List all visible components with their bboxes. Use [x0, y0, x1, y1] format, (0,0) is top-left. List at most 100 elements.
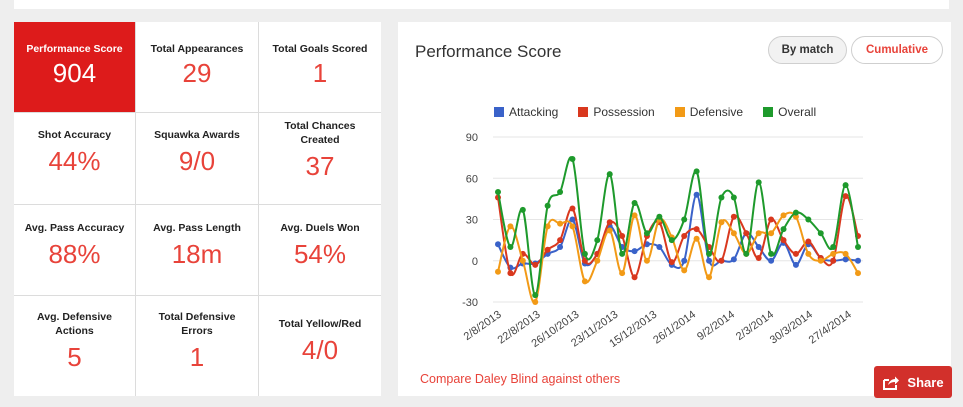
stat-value: 88% [48, 239, 101, 269]
share-button[interactable]: Share [874, 366, 952, 398]
data-point-attacking [730, 256, 737, 263]
data-point-overall [830, 244, 837, 250]
chart-legend: Attacking Possession Defensive Overall [494, 105, 836, 119]
cumulative-toggle[interactable]: Cumulative [851, 36, 943, 64]
data-point-attacking [842, 256, 849, 263]
legend-swatch [578, 107, 589, 117]
chart-panel: Performance Score By match Cumulative At… [398, 22, 952, 398]
data-point-overall [792, 209, 799, 216]
legend-item-attacking[interactable]: Attacking [494, 105, 558, 119]
data-point-overall [855, 244, 861, 250]
x-tick-label: 27/4/2014 [807, 309, 854, 347]
data-point-overall [557, 189, 564, 195]
data-point-possession [730, 213, 737, 220]
data-point-defensive [544, 223, 551, 230]
stat-value: 9/0 [178, 146, 216, 176]
data-point-overall [718, 194, 725, 201]
data-point-attacking [768, 257, 775, 264]
data-point-overall [730, 194, 737, 201]
data-point-attacking [706, 257, 713, 264]
stat-value: 5 [67, 342, 82, 372]
data-point-defensive [693, 235, 700, 242]
data-point-possession [792, 250, 799, 257]
data-point-overall [743, 250, 750, 257]
data-point-attacking [495, 241, 501, 248]
data-point-defensive [830, 250, 837, 257]
data-point-overall [643, 230, 650, 237]
stat-total-goals-scored: Total Goals Scored 1 [259, 22, 381, 113]
legend-item-possession[interactable]: Possession [578, 105, 655, 119]
data-point-attacking [693, 191, 700, 198]
stat-label: Total Chances Created [284, 120, 356, 146]
data-point-overall [532, 292, 539, 299]
data-point-possession [718, 257, 725, 264]
x-tick-label: 26/1/2014 [651, 309, 698, 347]
stat-avg-pass-length: Avg. Pass Length 18m [136, 205, 259, 296]
stat-label: Shot Accuracy [37, 129, 112, 141]
stat-label: Total Yellow/Red [278, 318, 362, 330]
data-point-possession [569, 205, 576, 212]
legend-label: Possession [593, 105, 655, 119]
data-point-possession [606, 219, 613, 226]
data-point-defensive [643, 257, 650, 264]
stat-label: Total Appearances [150, 43, 244, 55]
data-point-possession [755, 255, 762, 261]
data-point-defensive [817, 257, 824, 264]
stat-avg-duels-won: Avg. Duels Won 54% [259, 205, 381, 296]
by-match-toggle[interactable]: By match [768, 36, 847, 64]
data-point-overall [780, 226, 787, 233]
stat-label: Total Goals Scored [272, 43, 368, 55]
data-point-overall [668, 237, 675, 244]
stat-label: Squawka Awards [154, 129, 240, 141]
data-point-possession [842, 193, 849, 200]
stat-value: 29 [182, 58, 212, 88]
data-point-attacking [792, 261, 799, 268]
stat-value: 37 [305, 151, 335, 181]
stat-total-yellow-red: Total Yellow/Red 4/0 [259, 296, 381, 396]
data-point-overall [581, 250, 588, 257]
data-point-defensive [730, 230, 737, 237]
data-point-possession [631, 274, 638, 281]
data-point-possession [668, 259, 675, 266]
data-point-overall [681, 216, 688, 223]
stat-label: Avg. Pass Accuracy [24, 222, 125, 234]
legend-item-defensive[interactable]: Defensive [674, 105, 743, 119]
stat-label: Avg. Duels Won [280, 222, 360, 234]
compare-link[interactable]: Compare Daley Blind against others [420, 372, 621, 386]
legend-label: Attacking [509, 105, 559, 119]
data-point-possession [693, 226, 700, 233]
data-point-defensive [805, 250, 812, 257]
data-point-defensive [495, 268, 501, 275]
data-point-defensive [631, 212, 638, 219]
legend-swatch [674, 107, 685, 117]
data-point-overall [706, 250, 713, 257]
data-point-attacking [557, 244, 564, 250]
data-point-possession [681, 233, 688, 239]
data-point-defensive [855, 270, 861, 277]
y-tick-label: 30 [466, 215, 478, 227]
data-point-overall [495, 189, 501, 195]
legend-item-overall[interactable]: Overall [763, 105, 816, 119]
stat-label: Total Defensive Errors [158, 311, 236, 337]
stat-label: Avg. Pass Length [153, 222, 241, 234]
stat-label: Avg. Defensive Actions [37, 311, 112, 337]
data-point-overall [817, 230, 824, 237]
chart-title: Performance Score [415, 42, 562, 61]
stat-value: 18m [171, 239, 223, 269]
legend-swatch [494, 107, 504, 117]
series-line-possession [497, 195, 859, 279]
y-tick-label: -30 [462, 297, 478, 309]
stat-squawka-awards: Squawka Awards 9/0 [136, 113, 259, 205]
stat-total-chances-created: Total Chances Created 37 [259, 113, 381, 205]
data-point-defensive [780, 212, 787, 219]
data-point-defensive [681, 267, 688, 274]
stat-value: 44% [48, 146, 101, 176]
y-tick-label: 0 [472, 256, 478, 268]
stat-shot-accuracy: Shot Accuracy 44% [14, 113, 136, 205]
data-point-attacking [681, 257, 688, 264]
stat-value: 1 [189, 342, 205, 372]
data-point-possession [507, 270, 514, 277]
stats-grid: Performance Score 904 Total Appearances … [14, 22, 381, 396]
data-point-possession [557, 237, 564, 244]
data-point-overall [619, 250, 626, 257]
